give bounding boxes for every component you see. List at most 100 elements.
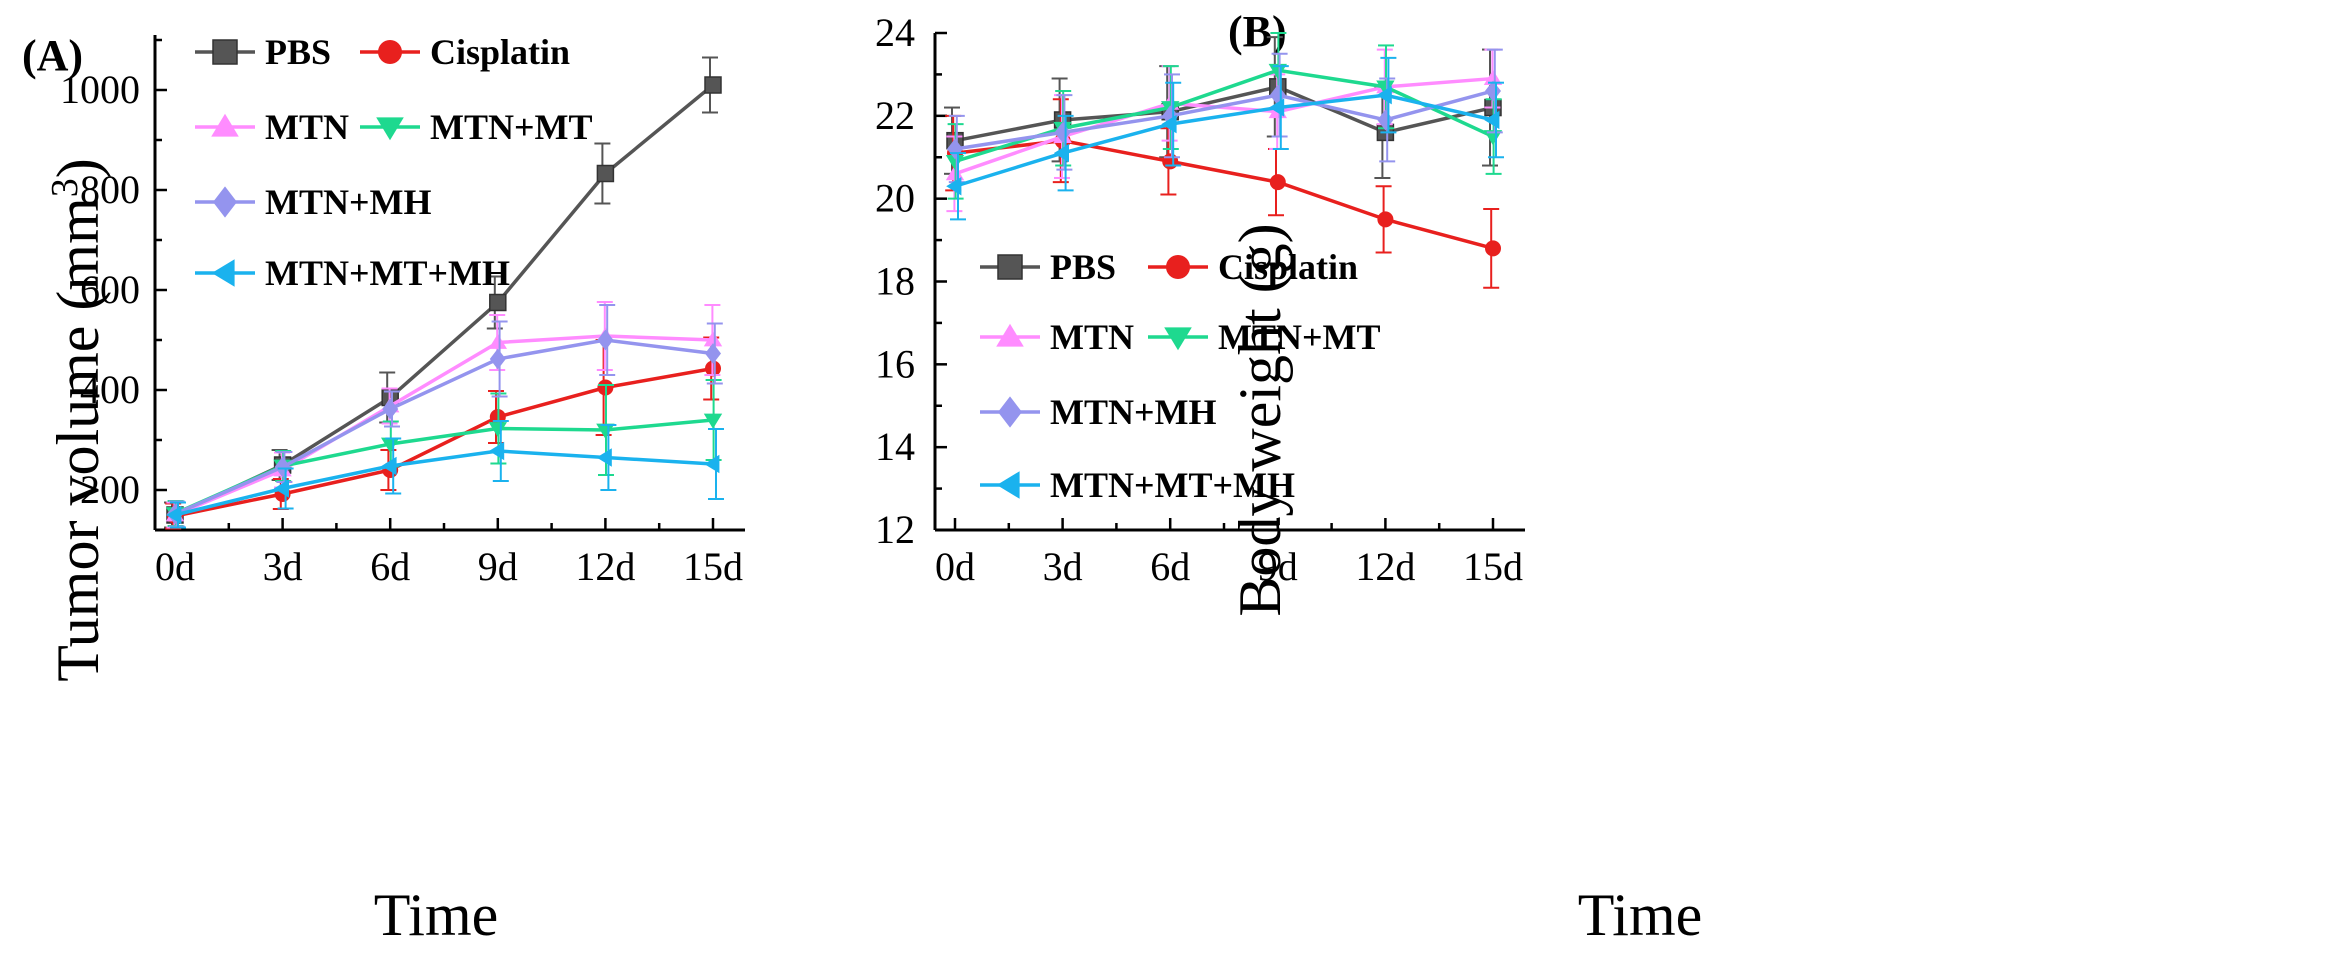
panel-a-xtick-label: 0d xyxy=(155,544,195,589)
panel-b-label: (B) xyxy=(1228,7,1287,56)
panel-a-point-mtn-mt-mh xyxy=(166,505,182,525)
panel-a-legend-marker xyxy=(378,40,402,64)
panel-a-xtick-label: 6d xyxy=(370,544,410,589)
panel-a-legend-label: MTN+MT xyxy=(430,107,593,147)
panel-a-series-mtn xyxy=(165,301,723,529)
panel-b-series-mtn-mh xyxy=(947,48,1503,184)
panel-a-point-mtn-mt xyxy=(703,413,723,429)
panel-b-point-cisplatin xyxy=(1485,240,1501,257)
panel-a-point-mtn-mh xyxy=(274,456,291,478)
panel-b-point-mtn-mt-mh xyxy=(946,177,962,196)
panel-b-point-cisplatin xyxy=(1269,174,1286,191)
panel-b-legend-label: MTN xyxy=(1050,317,1134,357)
panel-a-ytick-label: 800 xyxy=(80,167,140,212)
panel-a-xtick-label: 12d xyxy=(575,544,635,589)
panel-a-legend-item-pbs: PBS xyxy=(195,32,331,72)
panel-a-point-mtn xyxy=(703,331,723,347)
panel-a-point-mtn-mt-mh xyxy=(596,448,612,467)
panel-b-legend-marker xyxy=(1164,327,1192,351)
panel-a-point-mtn xyxy=(488,333,507,349)
panel-b-point-mtn-mh xyxy=(947,138,963,160)
panel-a-xtick-label: 9d xyxy=(478,544,518,589)
panel-a-series-mtn-mt xyxy=(165,379,723,527)
panel-a-legend-item-mtn: MTN xyxy=(195,107,349,147)
panel-b-legend-marker xyxy=(998,396,1022,428)
panel-b-line-mtn xyxy=(954,76,1494,176)
panel-b-point-mtn-mt-mh xyxy=(1269,98,1285,117)
panel-b-legend-label: PBS xyxy=(1050,247,1116,287)
panel-a: (A) Tumor volume (mm3) Time 200 400 600 800… xyxy=(22,31,745,948)
panel-a-line-mtn xyxy=(174,334,714,517)
panel-a-point-pbs xyxy=(489,293,507,312)
panel-b-point-cisplatin xyxy=(1162,153,1179,170)
panel-a-series-mtn-mt-mh xyxy=(166,420,724,529)
panel-b-series-mtn xyxy=(945,48,1503,213)
panel-a-legend-marker xyxy=(376,117,404,141)
panel-a-ytick-label: 400 xyxy=(80,367,140,412)
panel-a-legend-marker xyxy=(212,39,238,65)
panel-b-legend-item-cisplatin: Cisplatin xyxy=(1148,247,1358,287)
panel-b-ytick-label: 22 xyxy=(875,93,915,138)
panel-a-point-mtn-mt-mh xyxy=(381,456,397,476)
panel-a-point-mtn-mt-mh xyxy=(273,479,289,498)
panel-a-point-pbs xyxy=(596,164,615,183)
panel-b-xtick-label: 6d xyxy=(1150,544,1190,589)
panel-b: (B) Body weight (g) Time 12 14 16 18 20 22 24 0… xyxy=(875,7,1702,948)
panel-b-xtick-label: 9d xyxy=(1258,544,1298,589)
panel-a-legend-label: MTN+MH xyxy=(265,182,431,222)
panel-b-xtick-label: 3d xyxy=(1043,544,1083,589)
panel-b-legend-marker xyxy=(996,471,1020,499)
panel-a-point-mtn-mh xyxy=(382,398,399,420)
panel-b-ytick-label: 12 xyxy=(875,507,915,552)
panel-a-legend-label: PBS xyxy=(265,32,331,72)
panel-b-ytick-label: 18 xyxy=(875,259,915,304)
panel-b-point-mtn-mt-mh xyxy=(1053,143,1069,163)
panel-a-ytick-label: 200 xyxy=(80,467,140,512)
panel-a-point-pbs xyxy=(704,76,722,94)
panel-a-point-mtn-mt xyxy=(596,423,615,439)
panel-b-legend-item-mtn-mt: MTN+MT xyxy=(1148,317,1381,357)
panel-b-xtick-label: 15d xyxy=(1463,544,1523,589)
panel-a-legend-item-cisplatin: Cisplatin xyxy=(360,32,570,72)
panel-a-line-mtn-mh xyxy=(174,338,714,516)
panel-a-legend-label: MTN+MT+MH xyxy=(265,253,510,293)
panel-b-line-mtn-mt-mh xyxy=(954,93,1494,188)
panel-a-xtick-label: 3d xyxy=(263,544,303,589)
panel-b-legend-marker xyxy=(1166,255,1190,279)
panel-b-xtick-label: 12d xyxy=(1355,544,1415,589)
panel-a-legend-marker xyxy=(211,259,235,287)
panel-a-point-mtn-mt-mh xyxy=(489,441,505,461)
panel-a-legend-marker xyxy=(211,113,239,137)
panel-b-point-mtn-mt-mh xyxy=(1484,110,1500,130)
panel-a-xlabel: Time xyxy=(374,882,499,948)
panel-a-ytick-label: 1000 xyxy=(60,67,140,112)
panel-a-line-mtn-mt-mh xyxy=(174,449,714,517)
panel-a-point-mtn-mh xyxy=(597,329,614,351)
panel-a-point-mtn-mt xyxy=(381,437,400,453)
panel-b-legend-label: Cisplatin xyxy=(1218,247,1358,287)
panel-b-legend-marker xyxy=(996,323,1024,347)
panel-b-legend-label: MTN+MH xyxy=(1050,392,1216,432)
panel-a-ytick-label: 600 xyxy=(80,267,140,312)
panel-a-legend-label: MTN xyxy=(265,107,349,147)
panel-b-point-mtn xyxy=(1483,69,1503,85)
panel-b-line-pbs xyxy=(954,85,1494,143)
panel-b-ytick-label: 20 xyxy=(875,176,915,221)
panel-b-legend-marker xyxy=(997,254,1023,280)
panel-b-legend-item-mtn-mt-mh: MTN+MT+MH xyxy=(980,465,1295,505)
panel-a-series-cisplatin xyxy=(165,336,721,530)
panel-b-ytick-label: 24 xyxy=(875,10,915,55)
panel-a-legend-item-mtn-mh: MTN+MH xyxy=(195,182,431,222)
panel-a-point-mtn-mt-mh xyxy=(704,454,720,474)
panel-b-legend-label: MTN+MT+MH xyxy=(1050,465,1295,505)
panel-b-point-mtn-mt-mh xyxy=(1161,114,1177,134)
panel-a-legend-label: Cisplatin xyxy=(430,32,570,72)
panel-b-legend-label: MTN+MT xyxy=(1218,317,1381,357)
panel-b-legend-item-mtn: MTN xyxy=(980,317,1134,357)
panel-a-legend-marker xyxy=(213,186,237,218)
panel-b-point-mtn-mh xyxy=(1377,109,1394,131)
panel-b-series-mtn-mt-mh xyxy=(946,56,1504,221)
panel-a-label: (A) xyxy=(22,31,83,80)
panel-b-xtick-label: 0d xyxy=(935,544,975,589)
